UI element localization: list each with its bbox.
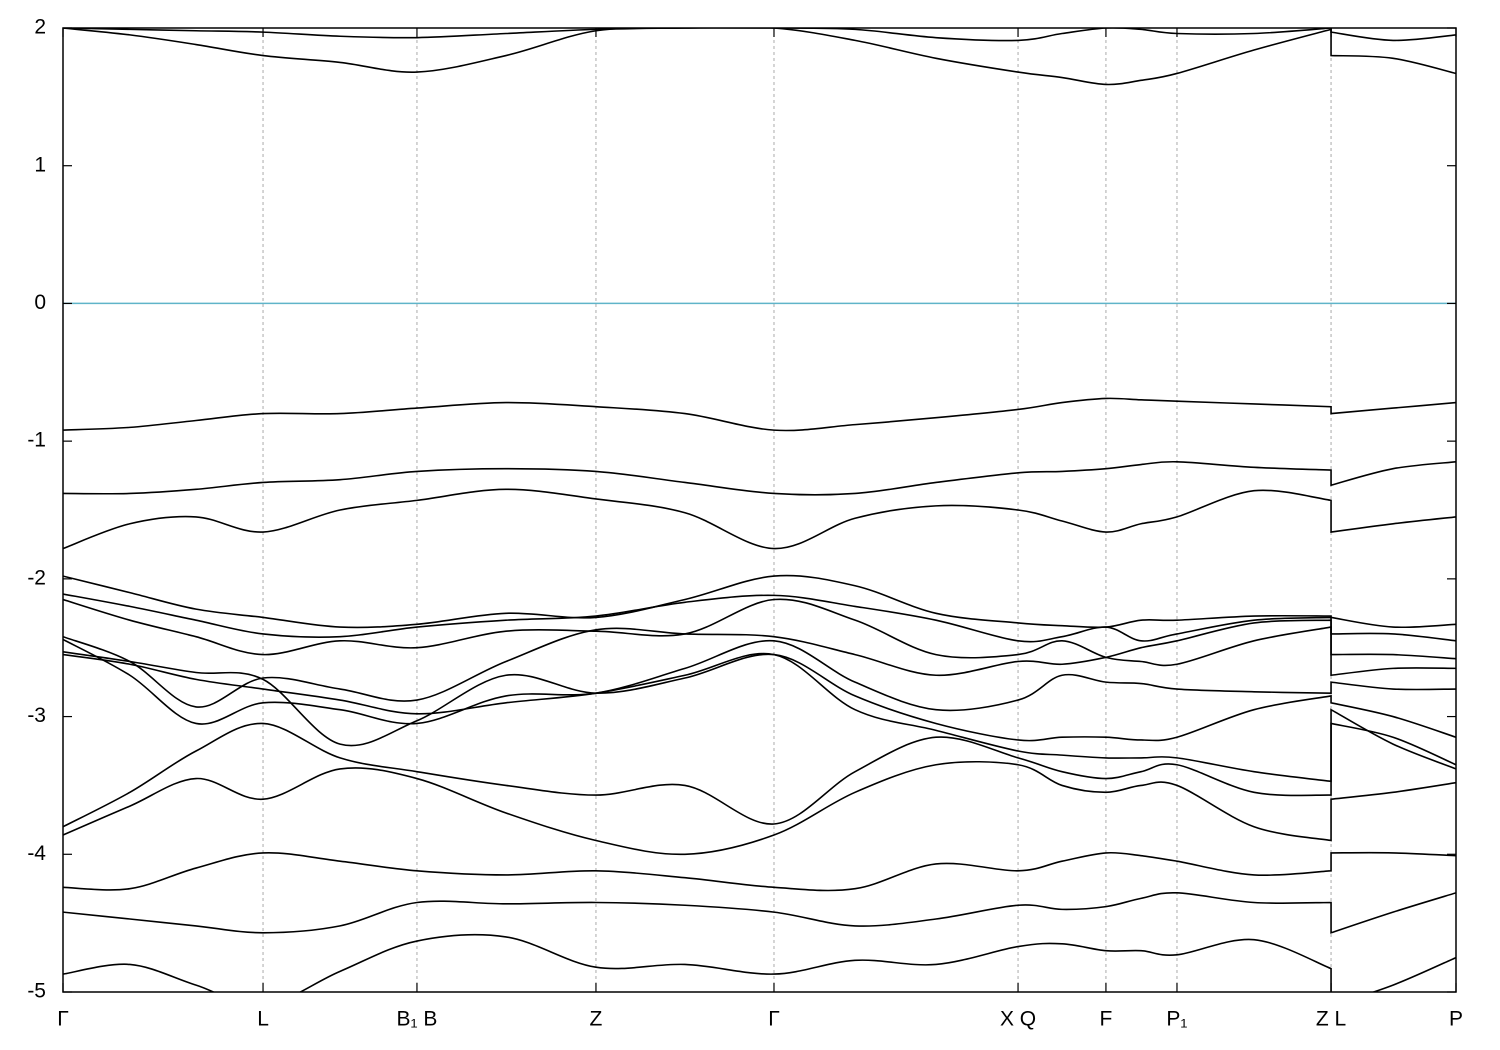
ticks: -5 -4 -3 -2 -1 0 1 2 Γ L B₁ B Z Γ X Q F P₁ Z L P — [27, 16, 1463, 1031]
x-tick-label: B₁ B — [396, 1008, 437, 1031]
band-line — [63, 851, 1456, 892]
bands — [63, 28, 1456, 992]
band-line — [63, 652, 1456, 783]
band-line — [63, 397, 1456, 432]
band-line — [63, 488, 1456, 550]
band-line — [63, 760, 1456, 856]
band-line — [63, 933, 1456, 992]
x-tick-label: Γ — [768, 1008, 780, 1031]
band-line — [63, 460, 1456, 496]
band-line — [63, 28, 1456, 42]
band-line — [63, 651, 1456, 747]
plot-frame — [62, 27, 1457, 993]
band-line — [63, 708, 1456, 828]
band-line — [63, 638, 1456, 725]
x-tick-label: Z L — [1316, 1008, 1346, 1031]
y-tick-label: -1 — [27, 429, 46, 452]
band-line — [63, 598, 1456, 667]
y-tick-label: 1 — [34, 153, 46, 176]
y-tick-label: -4 — [27, 842, 46, 865]
x-tick-label: F — [1100, 1008, 1113, 1031]
x-tick-label: P — [1449, 1008, 1463, 1031]
band-line — [63, 574, 1456, 629]
band-line — [63, 619, 1456, 708]
x-tick-label: P₁ — [1166, 1008, 1187, 1031]
x-tick-label: X Q — [1000, 1008, 1036, 1031]
y-tick-label: -2 — [27, 566, 46, 589]
y-tick-label: 2 — [34, 16, 46, 39]
y-tick-label: 0 — [34, 291, 46, 314]
band-line — [63, 28, 1456, 86]
band-line — [63, 891, 1456, 934]
x-tick-label: Z — [590, 1008, 603, 1031]
x-tick-label: Γ — [57, 1008, 69, 1031]
band-line — [63, 593, 1456, 643]
x-tick-label: L — [257, 1008, 269, 1031]
grid — [62, 28, 1457, 992]
y-tick-label: -3 — [27, 704, 46, 727]
y-tick-label: -5 — [27, 980, 46, 1003]
